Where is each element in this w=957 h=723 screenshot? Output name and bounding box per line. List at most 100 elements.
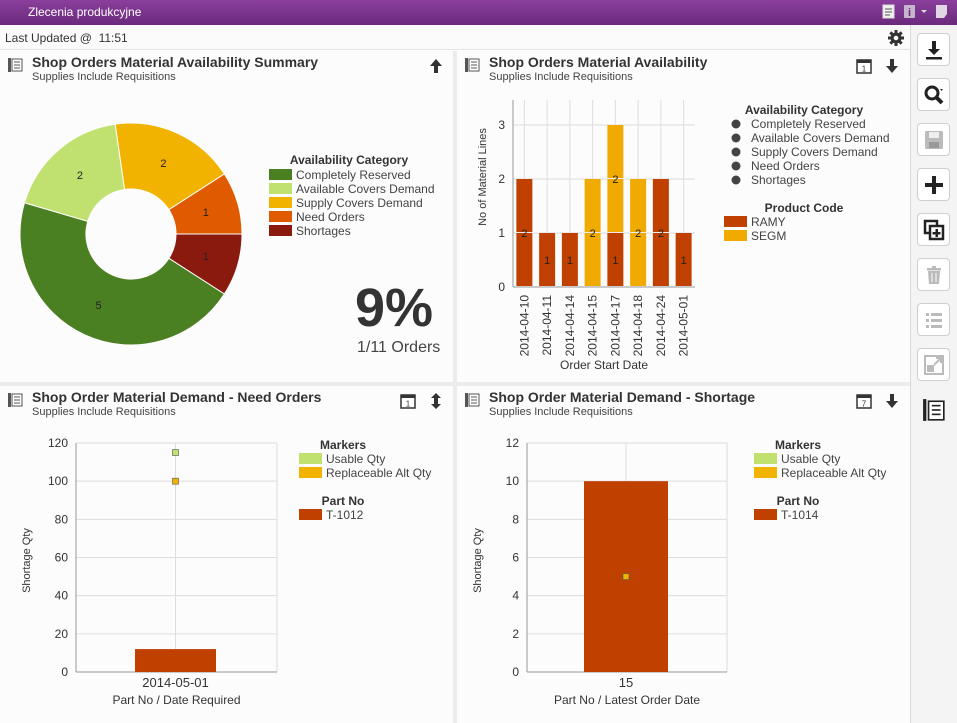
legend-item[interactable]: T-1012 [326,508,364,522]
list-button[interactable] [917,303,950,336]
bar-segm[interactable] [607,125,624,178]
legend-item[interactable]: T-1014 [781,508,819,522]
svg-text:7: 7 [862,400,867,409]
save-button[interactable] [917,123,950,156]
x-tick-label: 15 [619,675,633,690]
legend-swatch [754,509,777,520]
search-button[interactable] [917,78,950,111]
donut-slice-label: 2 [77,170,83,182]
add-button[interactable] [917,168,950,201]
donut-slice-1[interactable] [23,123,126,222]
legend-item[interactable]: Shortages [751,173,806,187]
calendar-icon[interactable]: 1 [399,392,417,410]
panel-subtitle: Supplies Include Requisitions [32,406,176,418]
y-tick-label: 2 [498,172,505,186]
bar-segm[interactable] [607,179,624,232]
bar-ramy[interactable] [652,233,669,286]
notes-icon[interactable] [882,4,895,19]
arrow-down-icon[interactable] [883,392,901,410]
legend-item[interactable]: SEGM [751,229,786,243]
x-tick-label: 2014-05-01 [677,295,691,357]
donut-slice-0[interactable] [19,202,226,346]
bar-segm[interactable] [630,233,647,286]
legend-swatch [269,183,292,194]
legend-item[interactable]: Shortages [296,224,351,238]
bar-segm[interactable] [584,233,601,286]
bar-ramy[interactable] [652,179,669,232]
marker-usable-qty[interactable] [172,449,179,456]
legend-swatch [299,453,322,464]
panel-subtitle: Supplies Include Requisitions [32,71,176,83]
sticky-note-icon[interactable] [935,4,948,19]
panel-menu-icon[interactable] [464,392,480,408]
legend-item[interactable]: Supply Covers Demand [751,145,878,159]
legend-item[interactable]: Usable Qty [781,452,840,466]
svg-text:1: 1 [406,400,411,409]
x-tick-label: 2014-04-10 [517,295,531,357]
arrow-up-icon[interactable] [427,57,445,75]
bar-segm[interactable] [584,179,601,232]
panel-shortage: Shop Order Material Demand - Shortage Su… [457,386,910,723]
duplicate-button[interactable] [917,213,950,246]
bar-ramy[interactable] [675,233,692,286]
gear-icon[interactable] [886,28,906,48]
donut-slice-label: 1 [203,207,209,219]
trash-icon [927,266,941,284]
bar-value-label: 1 [612,255,618,267]
calendar-icon[interactable]: 7 [855,392,873,410]
marker-replaceable-alt-qty[interactable] [172,477,179,485]
bar-ramy[interactable] [539,233,556,286]
legend-marker [731,147,741,157]
bar-segm[interactable] [630,179,647,232]
legend-swatch [299,509,322,520]
legend-item[interactable]: Completely Reserved [296,168,411,182]
expand-button[interactable] [917,348,950,381]
donut-slice-3[interactable] [168,173,243,235]
legend-item[interactable]: Replaceable Alt Qty [326,466,431,480]
bar-ramy[interactable] [516,233,533,286]
legend-item[interactable]: Supply Covers Demand [296,196,423,210]
legend-item[interactable]: Completely Reserved [751,117,866,131]
panel-menu-icon[interactable] [7,57,23,73]
calendar-icon[interactable]: 1 [855,57,873,75]
bar-ramy[interactable] [561,233,578,286]
bar-t-1012[interactable] [135,649,216,672]
legend-swatch [754,453,777,464]
panel-menu-icon[interactable] [464,57,480,73]
donut-slice-label: 2 [160,158,166,170]
y-axis-title: Shortage Qty [472,528,484,593]
legend-item[interactable]: Usable Qty [326,452,385,466]
x-tick-label: 2014-04-24 [654,295,668,357]
panel-subtitle: Supplies Include Requisitions [489,406,633,418]
legend-item[interactable]: Need Orders [296,210,365,224]
download-button[interactable] [917,33,950,66]
legend-item[interactable]: Available Covers Demand [296,182,435,196]
y-tick-label: 6 [512,551,519,565]
panel-menu-icon[interactable] [7,392,23,408]
legend-title: Part No [322,494,365,508]
marker-replaceable-alt-qty[interactable] [622,573,630,580]
y-axis-title: No of Material Lines [477,128,489,226]
chevron-down-icon[interactable] [920,4,928,19]
donut-slice-label: 1 [203,251,209,263]
panel-availability-by-date: Shop Orders Material Availability Suppli… [457,51,910,382]
bar-ramy[interactable] [607,233,624,286]
y-tick-label: 60 [55,551,69,565]
delete-button[interactable] [917,258,950,291]
panel-list-button[interactable] [917,393,950,426]
info-icon[interactable]: i [903,4,916,19]
legend-item[interactable]: RAMY [751,215,786,229]
legend-item[interactable]: Replaceable Alt Qty [781,466,886,480]
donut-slice-2[interactable] [114,122,226,211]
arrow-updown-icon[interactable] [427,392,445,410]
bar-ramy[interactable] [516,179,533,232]
legend-title: Availability Category [290,153,409,167]
x-tick-label: 2014-04-17 [608,295,622,357]
legend-item[interactable]: Need Orders [751,159,820,173]
svg-text:i: i [908,7,911,19]
y-axis-title: Shortage Qty [21,528,33,593]
arrow-down-icon[interactable] [883,57,901,75]
big-caption: 1/11 Orders [357,339,441,356]
legend-swatch [269,197,292,208]
legend-item[interactable]: Available Covers Demand [751,131,890,145]
